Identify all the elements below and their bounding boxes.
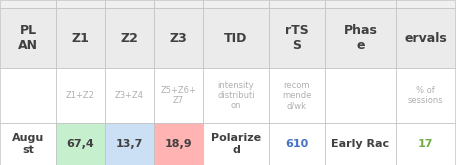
Text: PL
AN: PL AN [18, 24, 38, 52]
Text: Polarize
d: Polarize d [210, 133, 260, 155]
Text: intensity
distributi
on: intensity distributi on [217, 81, 254, 110]
Bar [395, 68, 454, 123]
Bar [268, 68, 324, 123]
Text: 610: 610 [285, 139, 308, 149]
Bar [56, 0, 105, 8]
Bar [56, 123, 105, 165]
Bar [56, 68, 105, 123]
Text: Early Rac: Early Rac [331, 139, 389, 149]
Text: TID: TID [224, 32, 247, 45]
Bar [395, 8, 454, 68]
Text: 18,9: 18,9 [164, 139, 192, 149]
Text: 13,7: 13,7 [116, 139, 143, 149]
Text: Z2: Z2 [120, 32, 138, 45]
Text: 17: 17 [417, 139, 432, 149]
Bar [203, 0, 268, 8]
Text: Z5+Z6+
Z7: Z5+Z6+ Z7 [160, 86, 196, 105]
Text: Augu
st: Augu st [12, 133, 44, 155]
Bar [324, 123, 395, 165]
Bar [324, 8, 395, 68]
Bar [203, 8, 268, 68]
Bar [203, 68, 268, 123]
Bar [395, 0, 454, 8]
Bar [154, 8, 203, 68]
Bar [395, 123, 454, 165]
Text: ervals: ervals [403, 32, 446, 45]
Bar [0, 8, 56, 68]
Bar [105, 123, 154, 165]
Bar [56, 8, 105, 68]
Bar [154, 68, 203, 123]
Bar [0, 0, 56, 8]
Bar [203, 123, 268, 165]
Bar [268, 8, 324, 68]
Text: % of
sessions: % of sessions [407, 86, 442, 105]
Text: Phas
e: Phas e [343, 24, 377, 52]
Bar [0, 123, 56, 165]
Text: rTS
S: rTS S [285, 24, 308, 52]
Bar [268, 0, 324, 8]
Bar [105, 68, 154, 123]
Bar [324, 68, 395, 123]
Bar [105, 8, 154, 68]
Text: recom
mende
d/wk: recom mende d/wk [282, 81, 311, 110]
Bar [324, 0, 395, 8]
Text: Z1+Z2: Z1+Z2 [66, 91, 95, 100]
Text: Z3+Z4: Z3+Z4 [115, 91, 144, 100]
Text: 67,4: 67,4 [67, 139, 94, 149]
Bar [105, 0, 154, 8]
Bar [268, 123, 324, 165]
Bar [0, 68, 56, 123]
Bar [154, 123, 203, 165]
Text: Z1: Z1 [71, 32, 89, 45]
Bar [154, 0, 203, 8]
Text: Z3: Z3 [169, 32, 187, 45]
